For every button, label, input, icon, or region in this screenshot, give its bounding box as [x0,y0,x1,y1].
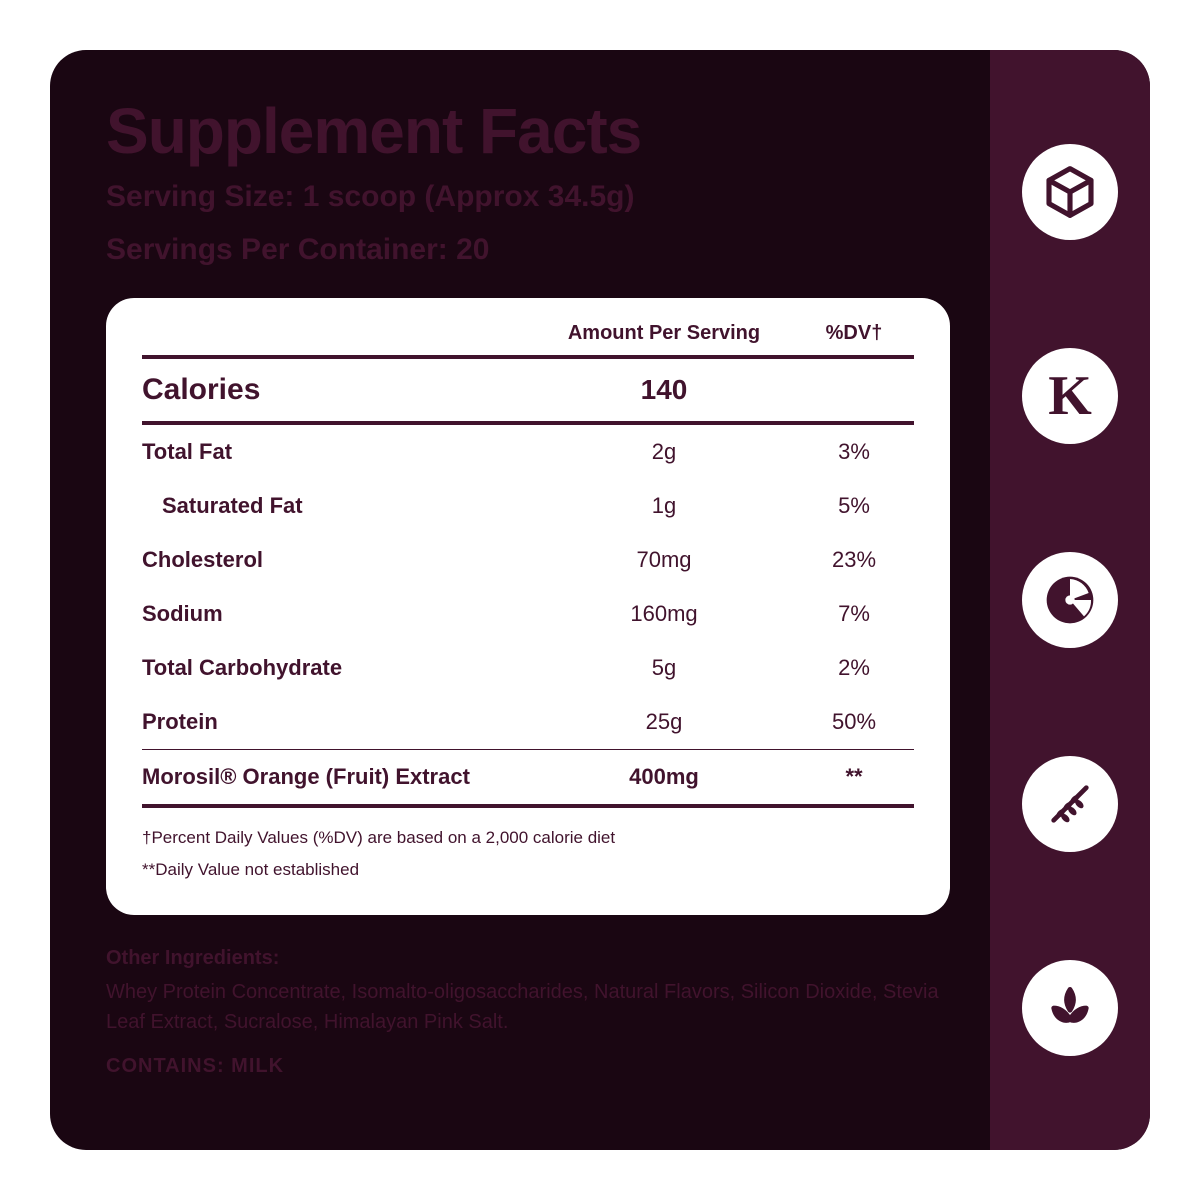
nutrient-dv: 7% [794,601,914,627]
nutrient-name: Saturated Fat [142,493,534,519]
footnote-dv: †Percent Daily Values (%DV) are based on… [142,822,914,854]
table-row: Saturated Fat1g5% [142,479,914,533]
header-blank [142,322,534,345]
kosher-icon: K [1022,348,1118,444]
nutrient-amount: 70mg [534,547,794,573]
table-row: Sodium160mg7% [142,587,914,641]
footnotes: †Percent Daily Values (%DV) are based on… [142,822,914,887]
nutrient-name: Cholesterol [142,547,534,573]
nutrient-dv: 2% [794,655,914,681]
cube-icon [1022,144,1118,240]
nutrient-dv: 3% [794,439,914,465]
supplement-facts-panel: Supplement Facts Serving Size: 1 scoop (… [50,50,1150,1150]
nutrient-name: Sodium [142,601,534,627]
panel-title: Supplement Facts [106,98,950,165]
nutrient-name: Total Fat [142,439,534,465]
table-row: Total Carbohydrate5g2% [142,641,914,695]
nutrient-amount: 1g [534,493,794,519]
morosil-dv: ** [794,764,914,790]
leaf-icon [1022,960,1118,1056]
table-header-row: Amount Per Serving %DV† [142,322,914,355]
nutrient-dv: 50% [794,709,914,735]
header-dv: %DV† [794,322,914,345]
header-amount: Amount Per Serving [534,322,794,345]
nutrient-name: Total Carbohydrate [142,655,534,681]
badge-sidebar: K [990,50,1150,1150]
nutrient-amount: 5g [534,655,794,681]
nutrient-amount: 25g [534,709,794,735]
contains-allergen: CONTAINS: MILK [106,1055,950,1078]
serving-size: Serving Size: 1 scoop (Approx 34.5g) [106,177,950,218]
other-ingredients-label: Other Ingredients: [106,943,950,973]
divider [142,804,914,808]
table-row: Protein25g50% [142,695,914,749]
table-row: Total Fat2g3% [142,425,914,479]
main-content: Supplement Facts Serving Size: 1 scoop (… [50,50,990,1150]
other-ingredients-text: Whey Protein Concentrate, Isomalto-oligo… [106,981,939,1033]
nutrient-dv: 23% [794,547,914,573]
wheat-icon [1022,756,1118,852]
footnote-established: **Daily Value not established [142,854,914,886]
morosil-row: Morosil® Orange (Fruit) Extract 400mg ** [142,750,914,804]
other-ingredients: Other Ingredients: Whey Protein Concentr… [106,943,950,1037]
calories-row: Calories 140 [142,359,914,421]
nutrient-amount: 2g [534,439,794,465]
nutrient-amount: 160mg [534,601,794,627]
calories-label: Calories [142,373,534,407]
citrus-icon [1022,552,1118,648]
nutrient-dv: 5% [794,493,914,519]
morosil-label: Morosil® Orange (Fruit) Extract [142,764,534,790]
servings-per-container: Servings Per Container: 20 [106,230,950,271]
table-row: Cholesterol70mg23% [142,533,914,587]
morosil-amount: 400mg [534,764,794,790]
calories-amount: 140 [534,374,794,406]
nutrient-name: Protein [142,709,534,735]
facts-card: Amount Per Serving %DV† Calories 140 Tot… [106,298,950,915]
